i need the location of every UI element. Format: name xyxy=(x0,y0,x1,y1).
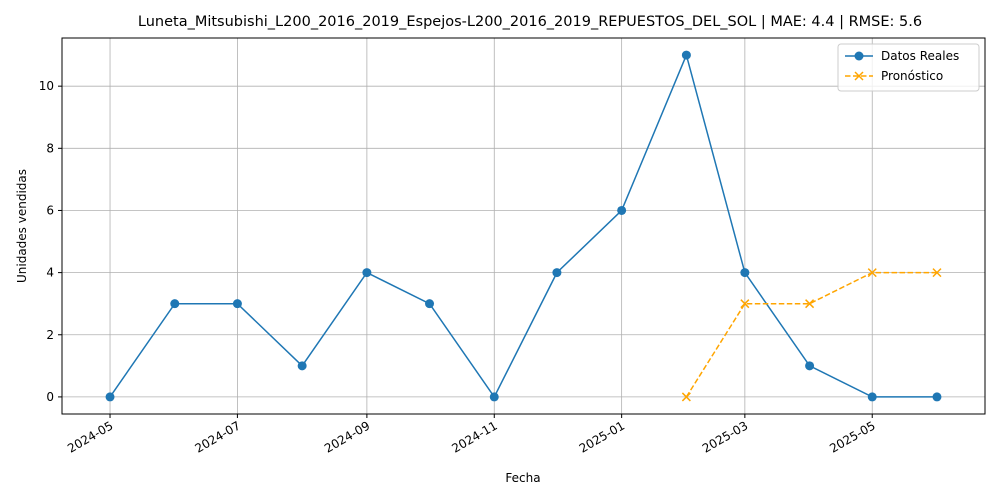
x-tick-label: 2024-11 xyxy=(449,418,499,455)
x-tick-label: 2024-05 xyxy=(65,418,115,455)
x-tick-label: 2025-05 xyxy=(827,418,877,455)
y-tick-label: 4 xyxy=(46,266,54,280)
legend-label: Datos Reales xyxy=(881,49,959,63)
data-point xyxy=(805,361,815,371)
data-point xyxy=(617,205,627,215)
plot-frame xyxy=(61,37,986,415)
x-tick-label: 2024-07 xyxy=(192,418,242,455)
legend-item: Pronóstico xyxy=(845,69,943,83)
x-axis: 2024-05 2024-07 2024-09 2024-11 2025-01 2025-… xyxy=(65,414,878,456)
data-point xyxy=(170,299,180,309)
x-tick-label: 2025-03 xyxy=(700,418,750,455)
data-point xyxy=(105,392,115,402)
data-point xyxy=(489,392,499,402)
legend-box xyxy=(837,43,980,92)
legend: Datos Reales Pronóstico xyxy=(837,43,980,92)
y-tick-label: 2 xyxy=(46,328,54,342)
x-tick-label: 2024-09 xyxy=(322,418,372,455)
data-point xyxy=(425,299,435,309)
data-point xyxy=(740,268,750,278)
data-point xyxy=(867,268,877,278)
y-tick-label: 8 xyxy=(46,141,54,155)
x-tick-label: 2025-01 xyxy=(577,418,627,455)
y-tick-label: 6 xyxy=(46,203,54,217)
series-pron-stico xyxy=(681,268,942,402)
data-point xyxy=(681,392,691,402)
data-point xyxy=(552,268,562,278)
series-line xyxy=(685,271,937,398)
data-point xyxy=(681,50,691,60)
data-point xyxy=(867,392,877,402)
data-point xyxy=(297,361,307,371)
data-point xyxy=(740,299,750,309)
legend-marker xyxy=(854,51,864,61)
legend-marker xyxy=(854,71,864,81)
data-point xyxy=(932,268,942,278)
data-point xyxy=(805,299,815,309)
y-axis-label: Unidades vendidas xyxy=(15,169,29,283)
legend-label: Pronóstico xyxy=(881,69,943,83)
chart-title: Luneta_Mitsubishi_L200_2016_2019_Espejos… xyxy=(138,14,922,30)
data-point xyxy=(362,268,372,278)
series-line xyxy=(109,52,937,399)
y-tick-label: 0 xyxy=(46,390,54,404)
y-axis: 0 2 4 6 8 10 xyxy=(39,79,62,404)
x-axis-label: Fecha xyxy=(505,471,540,485)
series-datos-reales xyxy=(105,50,942,402)
legend-item: Datos Reales xyxy=(845,49,959,63)
data-point xyxy=(232,299,242,309)
data-point xyxy=(932,392,942,402)
y-tick-label: 10 xyxy=(39,79,54,93)
grid xyxy=(62,38,985,414)
series-layer xyxy=(105,50,942,402)
